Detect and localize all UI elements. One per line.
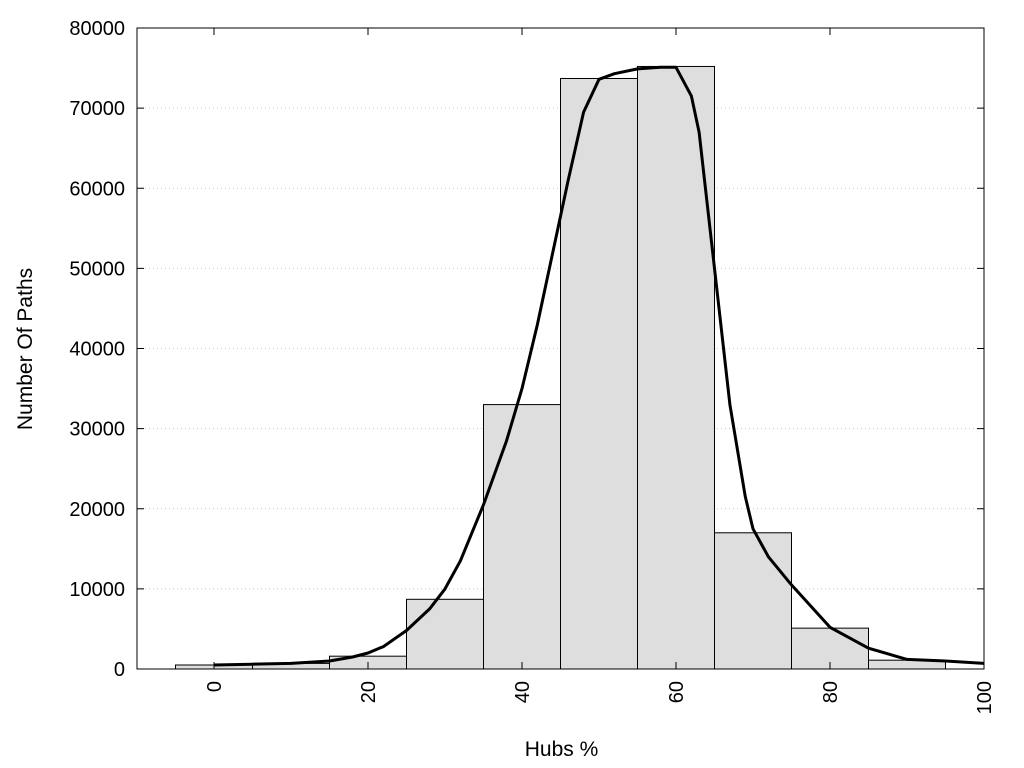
x-axis-title: Hubs % <box>525 738 599 761</box>
y-tick-label: 60000 <box>69 178 125 200</box>
x-tick-label: 20 <box>358 681 380 703</box>
y-axis: 0 10000 20000 30000 40000 50000 60000 70000 8000… <box>69 18 984 681</box>
x-tick-label: 60 <box>666 681 688 703</box>
histogram-bar <box>714 532 792 670</box>
y-tick-label: 10000 <box>69 579 125 601</box>
y-tick-label: 30000 <box>69 419 125 441</box>
y-tick-label: 50000 <box>69 258 125 280</box>
x-tick-label: 40 <box>512 681 534 703</box>
x-axis: 0 20 40 60 80 100 <box>204 28 996 714</box>
histogram-bar <box>406 598 484 670</box>
y-axis-title: Number Of Paths <box>14 268 37 430</box>
density-curve <box>213 65 985 667</box>
y-tick-label: 80000 <box>69 18 125 40</box>
x-tick-label: 100 <box>974 681 996 714</box>
y-tick-label: 0 <box>114 659 125 681</box>
y-tick-label: 20000 <box>69 499 125 521</box>
y-tick-label: 70000 <box>69 98 125 120</box>
y-tick-label: 40000 <box>69 339 125 361</box>
x-tick-label: 0 <box>204 681 226 692</box>
x-tick-label: 80 <box>820 681 842 703</box>
histogram-bars <box>175 65 946 670</box>
histogram-bar <box>483 404 561 670</box>
